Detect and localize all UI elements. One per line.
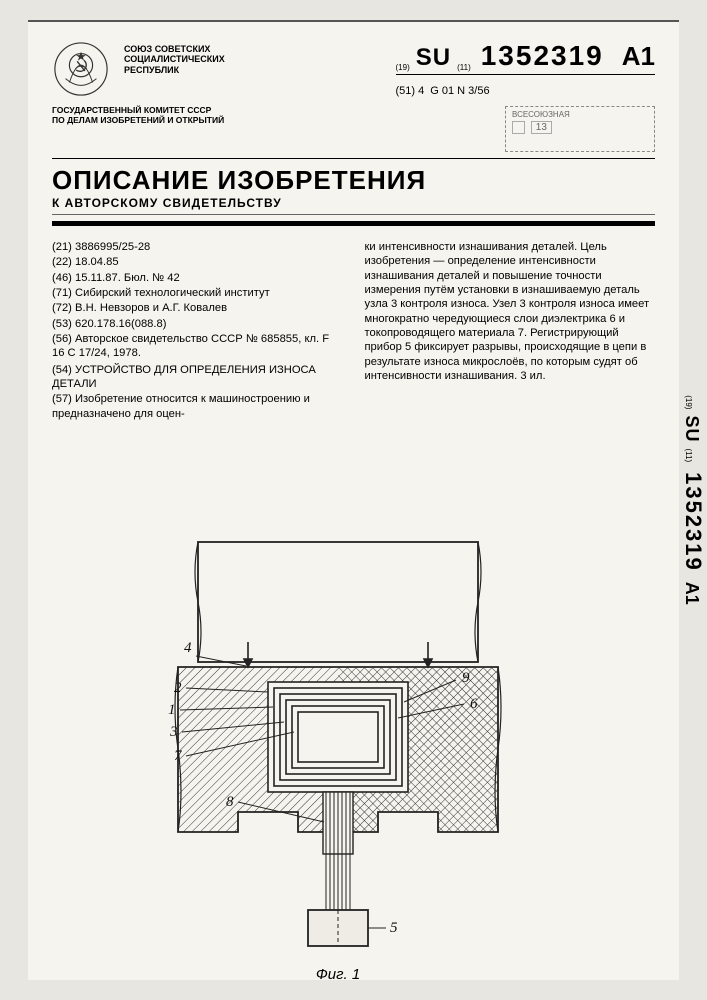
fig-label-3: 3	[169, 724, 178, 740]
field-21: (21) 3886995/25-28	[52, 240, 343, 254]
left-column: (21) 3886995/25-28 (22) 18.04.85 (46) 15…	[52, 240, 343, 422]
library-stamp: ВСЕСОЮЗНАЯ 13	[505, 106, 655, 152]
field-54: (54) УСТРОЙСТВО ДЛЯ ОПРЕДЕЛЕНИЯ ИЗНОСА Д…	[52, 363, 343, 392]
committee-row: ГОСУДАРСТВЕННЫЙ КОМИТЕТ СССР ПО ДЕЛАМ ИЗ…	[52, 106, 655, 159]
field-71: (71) Сибирский технологический институт	[52, 286, 343, 300]
fig-label-5: 5	[390, 920, 398, 936]
page: СОЮЗ СОВЕТСКИХ СОЦИАЛИСТИЧЕСКИХ РЕСПУБЛИ…	[28, 20, 679, 980]
publication-codes: (19) SU (11) 1352319 A1 (51) 4 G 01 N 3/…	[396, 40, 655, 98]
right-column: ки интенсивности изнашивания деталей. Це…	[365, 240, 656, 422]
committee-name: ГОСУДАРСТВЕННЫЙ КОМИТЕТ СССР ПО ДЕЛАМ ИЗ…	[52, 106, 224, 126]
spine-code19: (19)	[684, 395, 693, 409]
pub-number-row: (19) SU (11) 1352319 A1	[396, 40, 655, 75]
abstract-col1: (57) Изобретение относится к машинострое…	[52, 392, 343, 421]
spine-country: SU	[681, 415, 702, 442]
spine-pubnum: 1352319	[680, 472, 706, 572]
thick-rule	[52, 221, 655, 226]
field-46: (46) 15.11.87. Бюл. № 42	[52, 271, 343, 285]
document-title: ОПИСАНИЕ ИЗОБРЕТЕНИЯ	[52, 165, 655, 196]
stamp-cell	[512, 121, 525, 134]
spine-kind: A1	[681, 582, 702, 605]
field-56: (56) Авторское свидетельство СССР № 6858…	[52, 332, 343, 361]
two-column-body: (21) 3886995/25-28 (22) 18.04.85 (46) 15…	[52, 240, 655, 422]
figure-svg: 4 2 1 3 7 9 6 8 5	[118, 532, 558, 962]
fig-label-9: 9	[462, 670, 470, 686]
fig-label-4: 4	[184, 640, 192, 656]
stamp-text: ВСЕСОЮЗНАЯ	[512, 110, 648, 119]
code-11-label: (11)	[457, 63, 471, 72]
ipc-class: G 01 N 3/56	[430, 85, 489, 97]
header: СОЮЗ СОВЕТСКИХ СОЦИАЛИСТИЧЕСКИХ РЕСПУБЛИ…	[52, 40, 655, 98]
fig-label-2: 2	[174, 680, 182, 696]
spine-number: (19) SU (11) 1352319 A1	[683, 300, 703, 700]
figure-caption: Фиг. 1	[118, 966, 558, 983]
fig-label-6: 6	[470, 696, 478, 712]
ipc-row: (51) 4 G 01 N 3/56	[396, 85, 655, 97]
issuer-name: СОЮЗ СОВЕТСКИХ СОЦИАЛИСТИЧЕСКИХ РЕСПУБЛИ…	[124, 40, 225, 98]
fig-label-1: 1	[168, 702, 176, 718]
country-code: SU	[416, 44, 451, 72]
abstract-col2: ки интенсивности изнашивания деталей. Це…	[365, 240, 656, 383]
publication-number: 1352319	[481, 40, 604, 72]
kind-code: A1	[622, 41, 655, 72]
field-72: (72) В.Н. Невзоров и А.Г. Ковалев	[52, 301, 343, 315]
fig-label-8: 8	[226, 794, 234, 810]
document-subtitle: К АВТОРСКОМУ СВИДЕТЕЛЬСТВУ	[52, 196, 655, 215]
ussr-emblem-icon	[52, 40, 110, 98]
code-51-label: (51) 4	[396, 85, 425, 97]
field-22: (22) 18.04.85	[52, 255, 343, 269]
stamp-num: 13	[531, 121, 552, 134]
field-53: (53) 620.178.16(088.8)	[52, 317, 343, 331]
spine-code11: (11)	[684, 448, 693, 462]
code-19-label: (19)	[396, 63, 410, 72]
figure-1: 4 2 1 3 7 9 6 8 5 Фиг. 1	[118, 532, 558, 983]
